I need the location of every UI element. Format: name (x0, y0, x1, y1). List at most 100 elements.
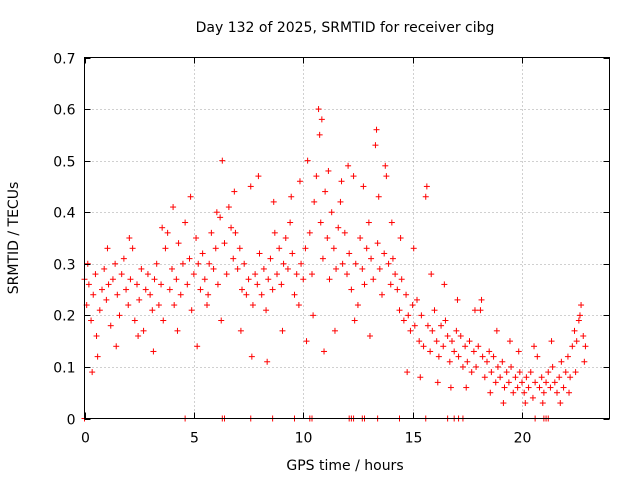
data-point (164, 229, 171, 236)
data-point (414, 296, 420, 303)
data-point (219, 157, 226, 164)
data-point (118, 271, 125, 278)
data-point (424, 322, 431, 329)
data-point (247, 183, 254, 190)
data-point (243, 291, 250, 298)
data-point (562, 369, 569, 376)
data-point (159, 224, 166, 231)
data-point (383, 173, 390, 180)
data-point (505, 379, 512, 386)
data-point (258, 291, 265, 298)
data-point (438, 322, 445, 329)
data-point (576, 312, 583, 319)
x-tick-label: 15 (405, 431, 423, 447)
data-point (351, 317, 358, 324)
y-tick-label: 0.7 (53, 52, 75, 68)
data-point (543, 379, 550, 386)
data-point (440, 343, 447, 350)
data-point (508, 363, 515, 370)
data-point (381, 250, 388, 257)
data-point (179, 260, 186, 267)
data-point (580, 332, 587, 339)
data-point (409, 302, 416, 309)
data-point (549, 363, 556, 370)
data-point (177, 291, 184, 298)
data-point (556, 374, 563, 381)
data-point (333, 265, 340, 272)
data-point (315, 106, 322, 113)
data-point (204, 302, 210, 309)
data-point (313, 173, 320, 180)
data-point (446, 358, 453, 365)
data-point (331, 327, 338, 334)
data-point (451, 348, 458, 355)
data-point (522, 400, 529, 407)
data-point (278, 281, 285, 288)
data-point (365, 219, 372, 226)
data-point (317, 219, 324, 226)
data-point (186, 255, 193, 262)
data-point (466, 338, 473, 345)
data-point (241, 260, 248, 267)
data-point (160, 317, 167, 324)
data-point (492, 379, 499, 386)
data-points (81, 106, 589, 422)
data-point (142, 286, 149, 293)
data-point (403, 291, 410, 298)
data-point (199, 250, 206, 257)
data-point (311, 198, 318, 205)
axis-ticks (84, 57, 610, 420)
data-point (252, 271, 259, 278)
data-point (194, 343, 201, 350)
data-point (344, 271, 350, 278)
y-tick-label: 0.5 (53, 155, 75, 171)
data-point (571, 327, 578, 334)
data-point (427, 348, 434, 355)
data-point (434, 379, 441, 386)
data-point (104, 245, 111, 252)
data-point (84, 260, 91, 267)
data-point (350, 173, 357, 180)
data-point (449, 338, 455, 345)
data-point (269, 286, 276, 293)
data-point (376, 265, 383, 272)
y-tick-label: 0.6 (53, 103, 75, 119)
data-point (506, 338, 513, 345)
data-point (486, 348, 493, 355)
data-point (503, 369, 510, 376)
data-point (453, 327, 460, 334)
data-point (484, 358, 490, 365)
x-tick-label: 5 (190, 431, 199, 447)
data-point (554, 389, 560, 396)
data-point (357, 235, 364, 241)
data-point (264, 358, 271, 365)
data-point (545, 369, 552, 376)
data-point (205, 291, 212, 298)
data-point (335, 224, 342, 231)
data-point (318, 116, 325, 123)
data-point (187, 193, 194, 200)
data-point (578, 302, 585, 309)
data-point (359, 265, 366, 272)
data-point (274, 271, 280, 278)
data-point (423, 183, 430, 190)
data-point (212, 245, 219, 252)
data-point (400, 317, 407, 324)
data-point (397, 235, 404, 241)
data-point (338, 178, 345, 185)
data-point (321, 348, 328, 355)
data-point (195, 260, 202, 267)
data-point (547, 384, 554, 391)
data-point (263, 307, 270, 314)
data-point (271, 229, 278, 236)
data-point (348, 286, 355, 293)
data-point (89, 369, 96, 376)
data-point (188, 307, 195, 314)
data-point (428, 271, 435, 278)
data-point (295, 302, 302, 309)
data-point (306, 229, 313, 236)
data-point (463, 384, 470, 391)
data-point (279, 327, 286, 334)
data-point (497, 374, 504, 381)
data-point (162, 245, 169, 252)
